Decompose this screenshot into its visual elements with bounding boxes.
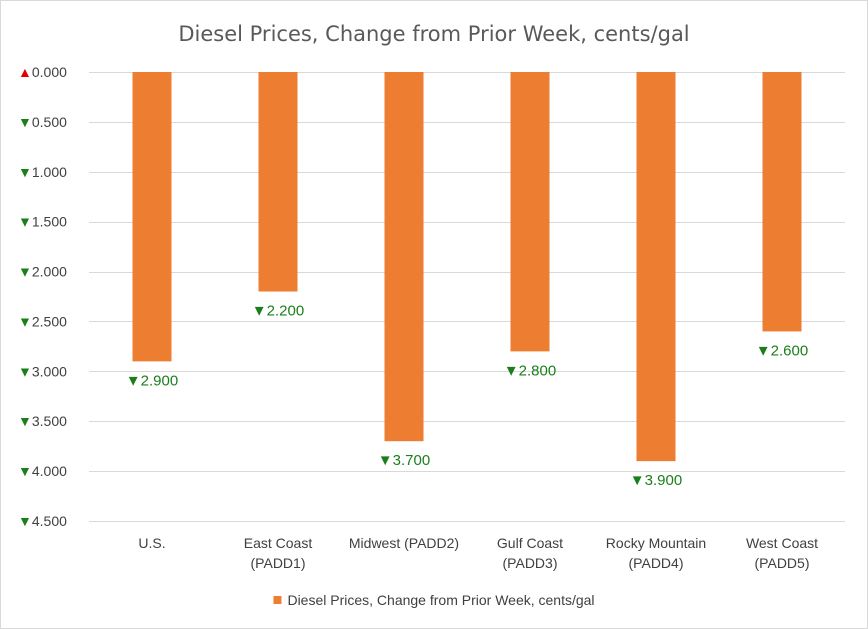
y-tick-label: ▼4.000	[18, 463, 67, 479]
bar[interactable]	[762, 72, 802, 332]
y-tick-label: ▼0.500	[18, 114, 67, 130]
y-tick-label: ▼3.500	[18, 413, 67, 429]
legend-label: Diesel Prices, Change from Prior Week, c…	[287, 592, 594, 608]
y-axis-ticks: ▲0.000 ▼0.500 ▼1.000 ▼1.500 ▼2.000 ▼2.500 ▼3.0…	[18, 64, 67, 529]
bar[interactable]	[258, 72, 298, 292]
legend[interactable]: Diesel Prices, Change from Prior Week, c…	[273, 592, 595, 608]
category-label: Rocky Mountain (PADD4)	[606, 535, 706, 571]
data-label: ▼2.200	[252, 303, 304, 320]
y-tick-label: ▲0.000	[18, 64, 67, 80]
bar[interactable]	[510, 72, 550, 352]
y-tick-label: ▼1.500	[18, 214, 67, 230]
category-label: U.S.	[138, 535, 165, 551]
data-label: ▼2.900	[126, 372, 178, 389]
bar[interactable]	[384, 72, 424, 442]
bars	[132, 72, 802, 462]
category-label: Gulf Coast (PADD3)	[497, 535, 563, 571]
y-tick-label: ▼3.000	[18, 363, 67, 379]
x-axis-categories: U.S. East Coast (PADD1) Midwest (PADD2) Gulf…	[138, 535, 818, 571]
category-label: West Coast (PADD5)	[746, 535, 818, 571]
legend-swatch	[273, 596, 282, 604]
data-label: ▼3.700	[378, 452, 430, 469]
bar[interactable]	[132, 72, 172, 362]
data-label: ▼2.600	[756, 342, 808, 359]
y-tick-label: ▼4.500	[18, 513, 67, 529]
bar[interactable]	[636, 72, 676, 462]
data-label: ▼2.800	[504, 362, 556, 379]
category-label: Midwest (PADD2)	[349, 535, 459, 551]
y-tick-label: ▼2.500	[18, 313, 67, 329]
data-labels: ▼2.900 ▼2.200 ▼3.700 ▼2.800 ▼3.900 ▼2.600	[126, 303, 808, 490]
data-label: ▼3.900	[630, 472, 682, 489]
y-tick-label: ▼1.000	[18, 164, 67, 180]
gridlines	[89, 72, 845, 522]
y-tick-label: ▼2.000	[18, 264, 67, 280]
chart-title: Diesel Prices, Change from Prior Week, c…	[178, 22, 689, 46]
category-label: East Coast (PADD1)	[244, 535, 313, 571]
